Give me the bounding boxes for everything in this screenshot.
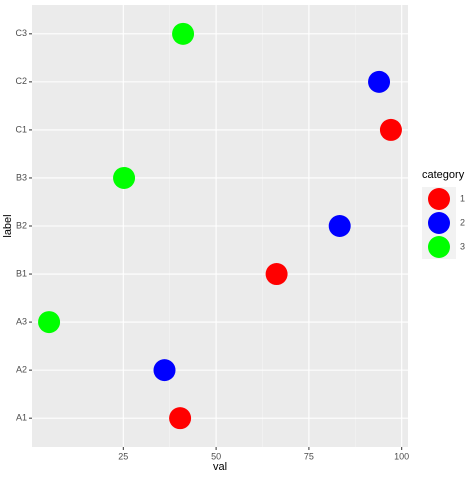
point	[153, 359, 176, 382]
legend-label: 1	[460, 193, 465, 203]
y-tick-label: A1	[16, 413, 27, 423]
point	[328, 215, 351, 237]
legend-label: 2	[460, 217, 465, 227]
point	[169, 407, 192, 430]
y-tick-label: A2	[16, 365, 27, 375]
point	[368, 70, 391, 93]
y-tick-label: A3	[16, 316, 27, 326]
x-tick-label: 50	[211, 451, 221, 461]
x-tick-label: 25	[118, 451, 128, 461]
legend-symbol	[428, 212, 450, 234]
y-tick-label: B2	[16, 220, 27, 230]
point	[379, 118, 402, 141]
point	[172, 22, 195, 45]
point	[113, 166, 136, 189]
legend-title: category	[422, 169, 465, 181]
point	[265, 263, 288, 286]
y-axis-label: label	[2, 214, 14, 237]
x-tick-label: 75	[304, 451, 314, 461]
legend-label: 3	[460, 241, 465, 251]
legend-symbol	[428, 188, 450, 210]
x-axis-label: val	[213, 461, 227, 473]
y-tick-label: C3	[15, 28, 27, 38]
legend-symbol	[428, 236, 450, 258]
y-tick-label: C1	[15, 124, 27, 134]
y-tick-label: C2	[15, 76, 27, 86]
grid	[32, 5, 408, 447]
marks	[38, 22, 402, 430]
y-tick-label: B1	[16, 268, 27, 278]
x-tick-label: 100	[394, 451, 409, 461]
y-tick-label: B3	[16, 172, 27, 182]
point	[38, 311, 61, 334]
